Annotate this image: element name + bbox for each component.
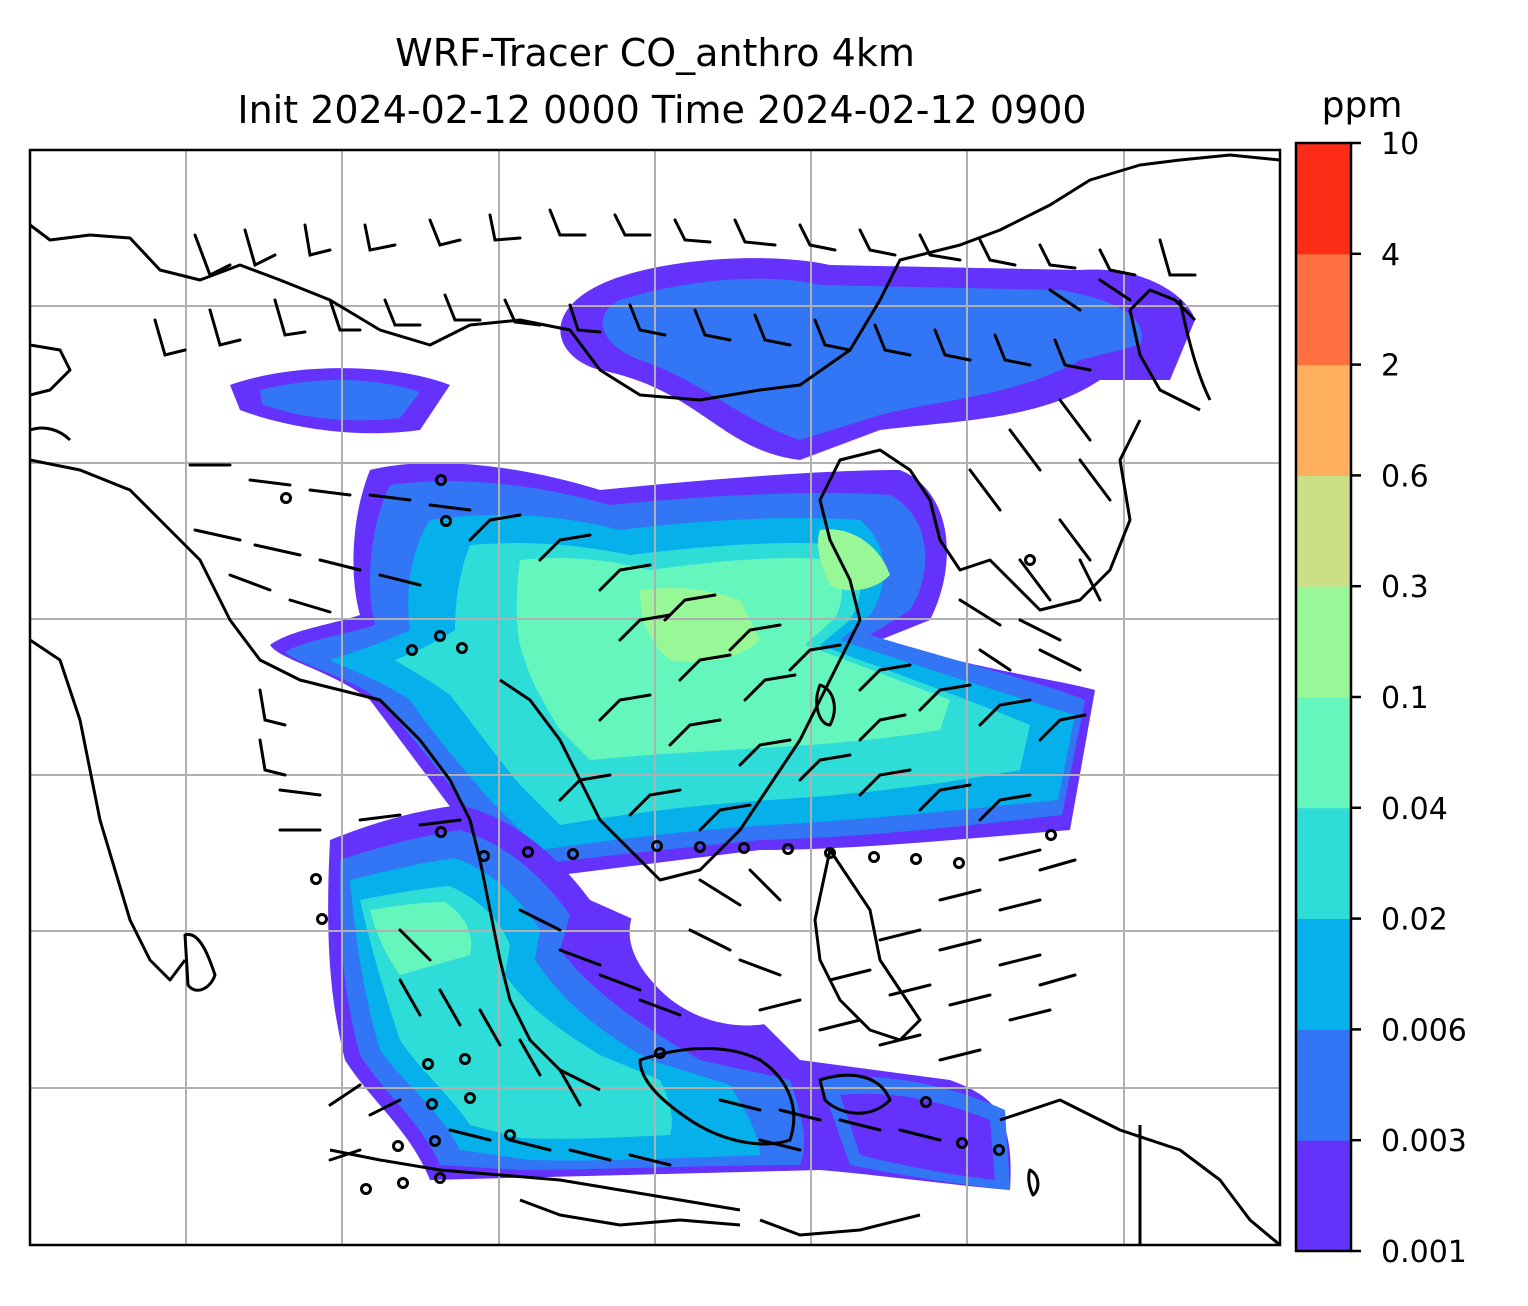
colorbar-band bbox=[1296, 1029, 1351, 1141]
colorbar-band bbox=[1296, 807, 1351, 920]
colorbar-tick-label: 0.001 bbox=[1381, 1235, 1467, 1270]
colorbar-band bbox=[1296, 364, 1351, 476]
colorbar-unit: ppm bbox=[1322, 85, 1403, 126]
colorbar-tick-label: 2 bbox=[1381, 349, 1400, 384]
colorbar-band bbox=[1296, 918, 1351, 1030]
colorbar-band bbox=[1296, 586, 1351, 698]
colorbar-band bbox=[1296, 1140, 1351, 1252]
colorbar-band bbox=[1296, 143, 1351, 255]
wind-barbs bbox=[153, 208, 1197, 1167]
colorbar-tick-label: 0.006 bbox=[1381, 1013, 1467, 1048]
coastlines bbox=[30, 153, 1280, 1245]
colorbar-band bbox=[1296, 697, 1351, 809]
colorbar: ppm 0.001 0.003 0.006 0.02 0.04 0.1 0.3 0.6 2 4 10 bbox=[1294, 85, 1467, 1270]
colorbar-tick-label: 0.003 bbox=[1381, 1124, 1467, 1159]
map-title-line2: Init 2024-02-12 0000 Time 2024-02-12 090… bbox=[237, 88, 1086, 132]
map-frame bbox=[28, 148, 1282, 1247]
gridlines bbox=[30, 150, 1280, 1245]
map-panel bbox=[30, 150, 1280, 1245]
colorbar-tick-label: 4 bbox=[1381, 238, 1400, 273]
colorbar-tick-label: 0.1 bbox=[1381, 681, 1429, 716]
map-title-line1: WRF-Tracer CO_anthro 4km bbox=[395, 31, 915, 75]
colorbar-tick-label: 0.3 bbox=[1381, 570, 1429, 605]
colorbar-tick-label: 0.02 bbox=[1381, 903, 1448, 938]
colorbar-tick-label: 10 bbox=[1381, 127, 1419, 162]
colorbar-tick-label: 0.6 bbox=[1381, 459, 1429, 494]
calm-circles bbox=[280, 474, 1057, 1195]
colorbar-band bbox=[1296, 475, 1351, 587]
colorbar-band bbox=[1296, 253, 1351, 366]
colorbar-tick-label: 0.04 bbox=[1381, 792, 1448, 827]
